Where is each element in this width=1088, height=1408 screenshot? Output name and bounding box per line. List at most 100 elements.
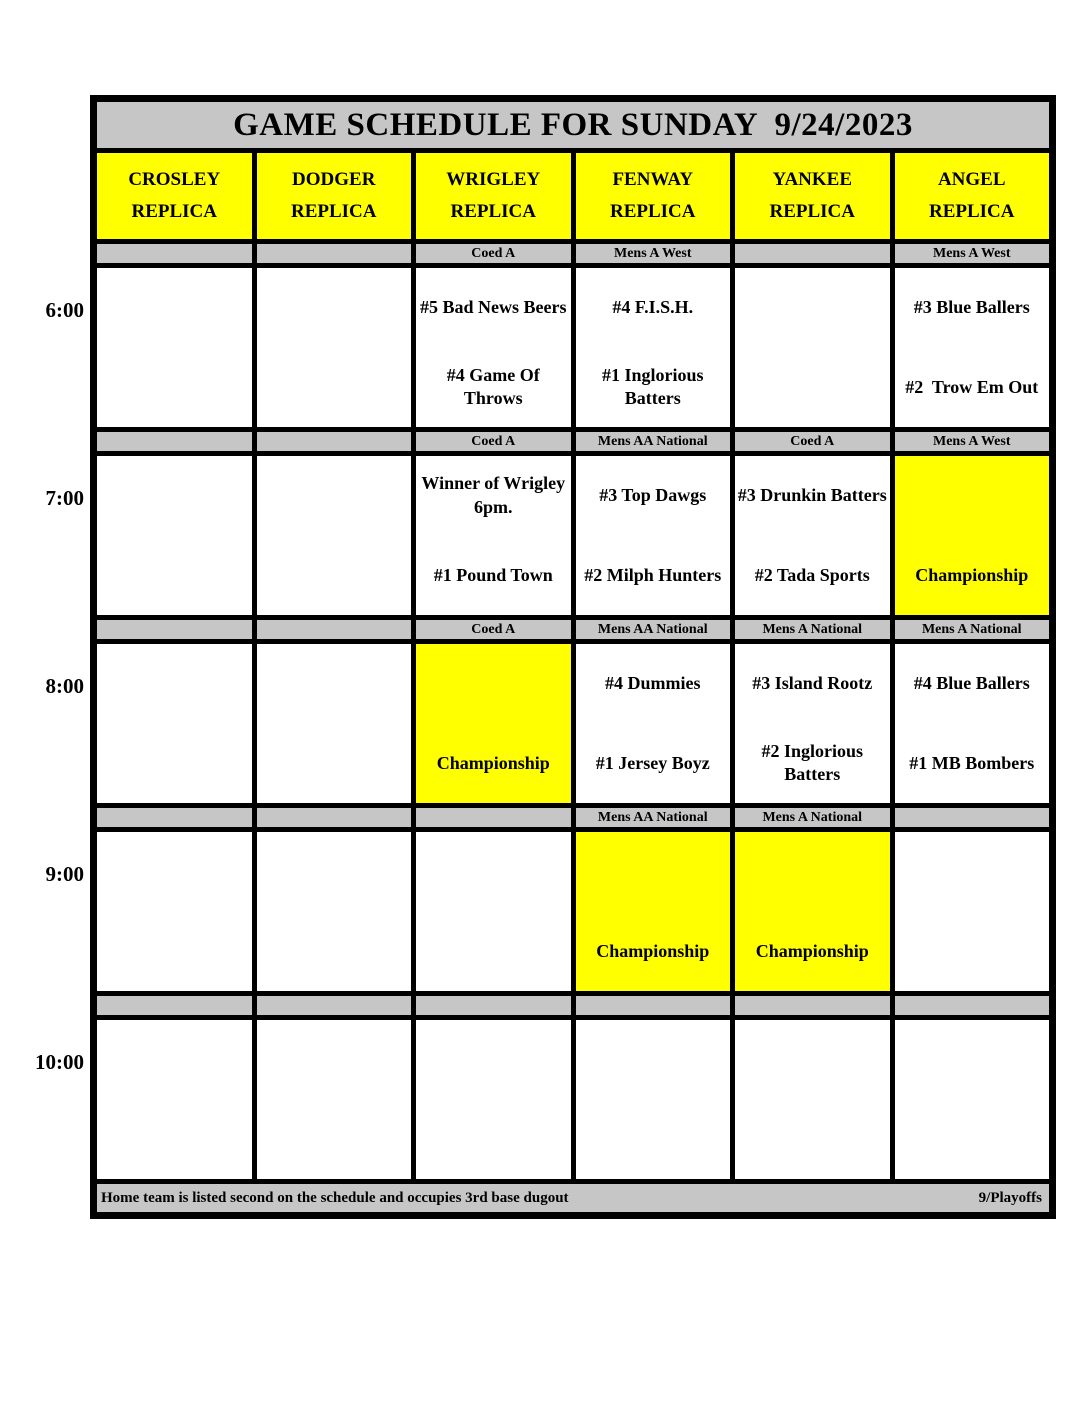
championship-cell: Championship [416, 644, 571, 803]
home-team-label: Championship [436, 752, 550, 773]
division-label: Mens AA National [575, 808, 730, 827]
field-type-label: REPLICA [609, 201, 696, 222]
game-cell: #3 Drunkin Batters #2 Tada Sports [735, 456, 890, 615]
home-team-label: #2 Inglorious Batters [761, 740, 868, 785]
away-team-label [416, 832, 571, 912]
home-team-label [97, 724, 252, 804]
field-type-label: REPLICA [131, 201, 217, 222]
field-name-label: CROSLEY [128, 169, 221, 190]
schedule-table: GAME SCHEDULE FOR SUNDAY 9/24/2023 CROSL… [90, 95, 1056, 1219]
division-band-row: Coed A Mens AA National Coed A Mens A West [97, 432, 1049, 451]
home-team-label: #2 Milph Hunters [584, 564, 722, 585]
game-cell [416, 1020, 571, 1179]
home-team-label [576, 1100, 731, 1180]
division-label [97, 432, 252, 451]
away-team-label: #4 Dummies [605, 673, 701, 694]
division-label [97, 244, 252, 263]
away-team-label [735, 268, 890, 348]
field-header-row: CROSLEY REPLICA DODGER REPLICA WRIGLEY REPLIC… [97, 153, 1049, 239]
home-team-label: #2 Trow Em Out [905, 376, 1039, 397]
away-team-label [895, 832, 1050, 912]
championship-cell: Championship [894, 456, 1050, 615]
division-label [735, 996, 890, 1015]
field-name-label: WRIGLEY [446, 169, 541, 190]
field-header-fenway: FENWAY REPLICA [575, 153, 730, 239]
game-cell: #3 Island Rootz #2 Inglorious Batters [735, 644, 890, 803]
game-cell: #4 Blue Ballers #1 MB Bombers [894, 644, 1049, 803]
away-team-label [97, 268, 252, 348]
division-label: Mens A National [894, 620, 1049, 639]
game-cell [97, 644, 252, 803]
game-row: Winner of Wrigley 6pm. #1 Pound Town #3 To… [97, 456, 1049, 615]
division-band-row: Coed A Mens AA National Mens A National Men… [97, 620, 1049, 639]
time-label: 10:00 [35, 1050, 84, 1074]
division-label [97, 996, 252, 1015]
away-team-label [97, 832, 252, 912]
game-cell [894, 832, 1050, 992]
game-cell: #3 Blue Ballers #2 Trow Em Out [894, 268, 1049, 427]
division-band-row [97, 996, 1049, 1015]
time-label: 7:00 [45, 486, 85, 510]
away-team-label [735, 1020, 890, 1100]
home-team-label [97, 912, 252, 992]
field-name-label: ANGEL [937, 169, 1006, 190]
game-cell: #4 F.I.S.H. #1 Inglorious Batters [575, 268, 730, 427]
division-label: Coed A [416, 432, 571, 451]
game-cell [97, 1020, 252, 1179]
away-team-label: #3 Top Dawgs [599, 485, 707, 506]
page-title: GAME SCHEDULE FOR SUNDAY 9/24/2023 [97, 102, 1049, 148]
game-cell [575, 1020, 731, 1180]
away-team-label [416, 644, 571, 724]
home-team-label [97, 536, 252, 616]
division-label: Mens A West [894, 432, 1049, 451]
game-cell [256, 644, 412, 803]
game-row: Championship #4 Dummies #1 Jersey Boyz #3 I… [97, 644, 1049, 803]
game-cell [735, 268, 890, 427]
away-team-label: Winner of Wrigley 6pm. [421, 473, 570, 517]
division-label [97, 620, 252, 639]
field-type-label: REPLICA [928, 201, 1015, 222]
game-row [97, 1020, 1049, 1179]
home-team-label [257, 912, 412, 992]
home-team-label: #4 Game Of Throws [446, 364, 544, 409]
away-team-label [416, 1020, 571, 1100]
field-header-crosley: CROSLEY REPLICA [97, 153, 252, 239]
away-team-label [257, 268, 412, 348]
game-cell: Winner of Wrigley 6pm. #1 Pound Town [416, 456, 571, 615]
division-label [256, 996, 411, 1015]
championship-cell: Championship [575, 832, 730, 991]
away-team-label [895, 456, 1050, 536]
home-team-label [735, 348, 890, 428]
game-cell [256, 832, 412, 992]
away-team-label [257, 644, 412, 724]
game-cell [97, 268, 252, 427]
home-team-label [416, 912, 571, 992]
field-type-label: REPLICA [769, 201, 855, 222]
away-team-label [735, 832, 890, 912]
away-team-label [257, 1020, 412, 1100]
field-name-label: FENWAY [612, 169, 694, 190]
away-team-label: #3 Blue Ballers [913, 297, 1030, 318]
home-team-label [97, 1100, 252, 1180]
home-team-label [895, 912, 1050, 992]
game-cell [894, 1020, 1049, 1179]
footer-note: Home team is listed second on the schedu… [101, 1189, 569, 1206]
away-team-label: #3 Drunkin Batters [737, 485, 887, 506]
home-team-label [257, 1100, 412, 1180]
title-row: GAME SCHEDULE FOR SUNDAY 9/24/2023 [97, 102, 1049, 148]
away-team-label: #5 Bad News Beers [420, 297, 567, 318]
division-label [256, 808, 411, 827]
footer-bar: Home team is listed second on the schedu… [97, 1184, 1049, 1212]
division-label [575, 996, 730, 1015]
home-team-label [97, 348, 252, 428]
home-team-label: #2 Tada Sports [754, 564, 870, 585]
home-team-label: #1 Inglorious Batters [601, 364, 709, 409]
away-team-label: #4 Blue Ballers [913, 673, 1030, 694]
division-label: Coed A [416, 244, 571, 263]
home-team-label: Championship [596, 940, 710, 961]
field-header-wrigley: WRIGLEY REPLICA [416, 153, 571, 239]
division-label [256, 432, 411, 451]
division-label: Mens A National [735, 808, 890, 827]
division-label: Mens A West [575, 244, 730, 263]
game-cell: #5 Bad News Beers #4 Game Of Throws [416, 268, 571, 427]
